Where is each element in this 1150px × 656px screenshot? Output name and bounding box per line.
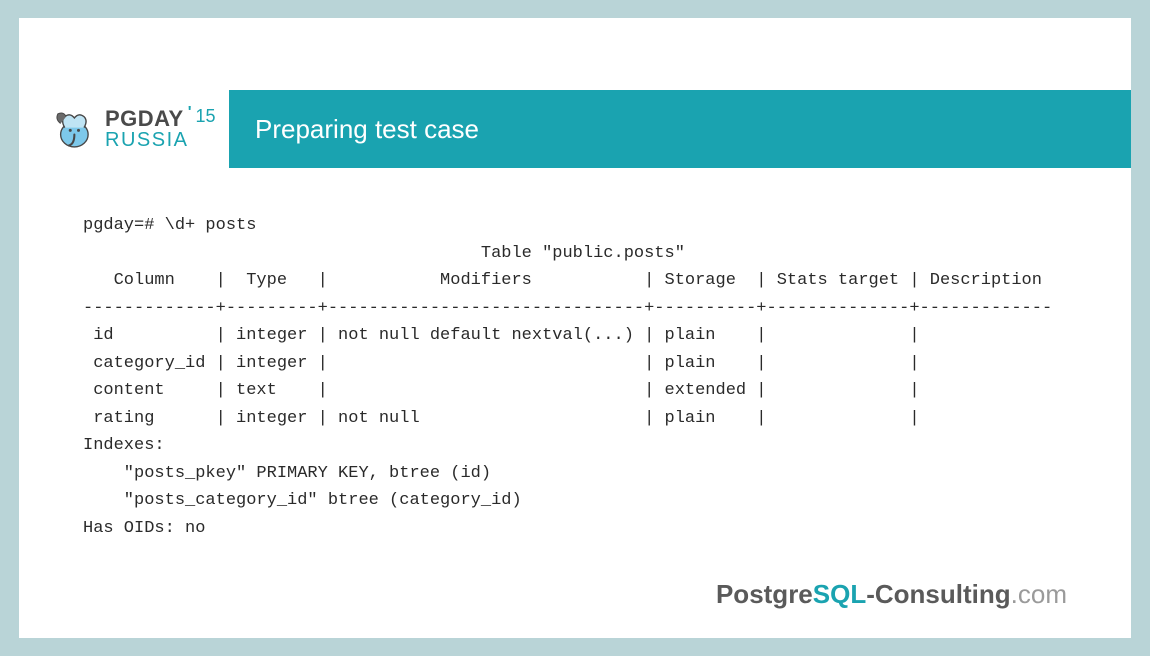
slide: PGDAY ' 15 RUSSIA Preparing test case pg… — [19, 18, 1131, 638]
logo-sub: RUSSIA — [105, 130, 216, 151]
term-oids: Has OIDs: no — [83, 519, 205, 538]
brand-p3: -Consulting — [866, 579, 1010, 609]
header-row: PGDAY ' 15 RUSSIA Preparing test case — [19, 90, 1131, 168]
term-separator: -------------+---------+----------------… — [83, 299, 1052, 318]
logo-block: PGDAY ' 15 RUSSIA — [19, 90, 229, 168]
slide-body: pgday=# \d+ posts Table "public.posts" C… — [19, 168, 1131, 542]
elephant-icon — [51, 107, 95, 151]
footer-brand: PostgreSQL-Consulting.com — [716, 579, 1067, 610]
logo-main: PGDAY — [105, 107, 184, 130]
logo-tick: ' — [188, 105, 192, 122]
term-row: id | integer | not null default nextval(… — [83, 326, 920, 345]
brand-p4: .com — [1011, 579, 1067, 609]
term-index: "posts_pkey" PRIMARY KEY, btree (id) — [83, 464, 491, 483]
term-row: category_id | integer | | plain | | — [83, 354, 920, 373]
logo-year: 15 — [196, 107, 216, 126]
term-prompt: pgday=# \d+ posts — [83, 216, 256, 235]
brand-p2: SQL — [813, 579, 866, 609]
term-index: "posts_category_id" btree (category_id) — [83, 491, 522, 510]
term-row: rating | integer | not null | plain | | — [83, 409, 920, 428]
brand-p1: Postgre — [716, 579, 813, 609]
title-bar: Preparing test case — [229, 90, 1131, 168]
logo-text: PGDAY ' 15 RUSSIA — [105, 107, 216, 151]
term-table-title: Table "public.posts" — [83, 244, 685, 263]
term-row: content | text | | extended | | — [83, 381, 920, 400]
terminal-output: pgday=# \d+ posts Table "public.posts" C… — [83, 212, 1067, 542]
term-indexes-label: Indexes: — [83, 436, 165, 455]
term-headers: Column | Type | Modifiers | Storage | St… — [83, 271, 1042, 290]
slide-title: Preparing test case — [255, 114, 479, 145]
